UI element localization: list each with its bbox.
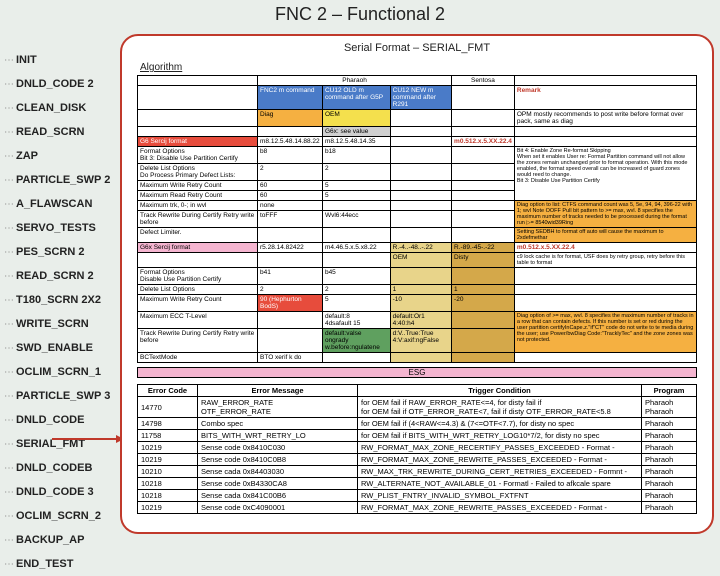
- dots-icon: ⋯: [2, 247, 16, 258]
- error-row: 10218Sense cada 0x841C00B6RW_PLIST_FNTRY…: [138, 490, 697, 502]
- error-row: 10219Sense code 0x8410C030RW_FORMAT_MAX_…: [138, 442, 697, 454]
- sidebar-label: INIT: [16, 54, 37, 66]
- algorithm-grid: PharaohSentosa FNC2 m commandCU12 OLD m …: [137, 75, 697, 363]
- sidebar-item[interactable]: ⋯DNLD_CODE 3: [2, 480, 118, 504]
- sidebar-item[interactable]: ⋯OCLIM_SCRN_1: [2, 360, 118, 384]
- sidebar-item[interactable]: ⋯T180_SCRN 2X2: [2, 288, 118, 312]
- sidebar-item[interactable]: ⋯SWD_ENABLE: [2, 336, 118, 360]
- detail-panel: Serial Format – SERIAL_FMT Algorithm Pha…: [120, 34, 714, 534]
- error-row: 10219Sense code 0xC4090001RW_FORMAT_MAX_…: [138, 502, 697, 514]
- esg-header: ESG: [137, 367, 697, 378]
- error-row: 14798Combo specfor OEM fail if (4<RAW<=4…: [138, 418, 697, 430]
- sidebar-item[interactable]: ⋯INIT: [2, 48, 118, 72]
- dots-icon: ⋯: [2, 223, 16, 234]
- dots-icon: ⋯: [2, 535, 16, 546]
- sidebar-item[interactable]: ⋯BACKUP_AP: [2, 528, 118, 552]
- sidebar-item[interactable]: ⋯READ_SCRN 2: [2, 264, 118, 288]
- error-row: 10219Sense code 0x8410C0B8RW_FORMAT_MAX_…: [138, 454, 697, 466]
- sidebar-item[interactable]: ⋯DNLD_CODE: [2, 408, 118, 432]
- error-row: 14770RAW_ERROR_RATE OTF_ERROR_RATEfor OE…: [138, 397, 697, 418]
- dots-icon: ⋯: [2, 151, 16, 162]
- dots-icon: ⋯: [2, 199, 16, 210]
- error-row: 10218Sense code 0xB4330CA8RW_ALTERNATE_N…: [138, 478, 697, 490]
- dots-icon: ⋯: [2, 511, 16, 522]
- dots-icon: ⋯: [2, 295, 16, 306]
- dots-icon: ⋯: [2, 55, 16, 66]
- sidebar-item[interactable]: ⋯PARTICLE_SWP 3: [2, 384, 118, 408]
- dots-icon: ⋯: [2, 319, 16, 330]
- sidebar-item[interactable]: ⋯A_FLAWSCAN: [2, 192, 118, 216]
- sidebar: ⋯INIT ⋯DNLD_CODE 2 ⋯CLEAN_DISK ⋯READ_SCR…: [2, 48, 118, 576]
- sidebar-item[interactable]: ⋯SERVO_TESTS: [2, 216, 118, 240]
- sidebar-item[interactable]: ⋯CLEAN_DISK: [2, 96, 118, 120]
- sidebar-item[interactable]: ⋯PES_SCRN 2: [2, 240, 118, 264]
- algorithm-label: Algorithm: [122, 58, 712, 75]
- dots-icon: ⋯: [2, 271, 16, 282]
- sidebar-item[interactable]: ⋯DNLD_CODEB: [2, 456, 118, 480]
- sidebar-item[interactable]: ⋯PARTICLE_SWP 2: [2, 168, 118, 192]
- dots-icon: ⋯: [2, 343, 16, 354]
- sidebar-item[interactable]: ⋯DNLD_CODE 2: [2, 72, 118, 96]
- error-table: Error Code Error Message Trigger Conditi…: [137, 384, 697, 514]
- dots-icon: ⋯: [2, 103, 16, 114]
- dots-icon: ⋯: [2, 127, 16, 138]
- dots-icon: ⋯: [2, 439, 16, 450]
- panel-title: Serial Format – SERIAL_FMT: [122, 36, 712, 58]
- dots-icon: ⋯: [2, 175, 16, 186]
- dots-icon: ⋯: [2, 367, 16, 378]
- sidebar-item[interactable]: ⋯END_TEST: [2, 552, 118, 576]
- dots-icon: ⋯: [2, 79, 16, 90]
- dots-icon: ⋯: [2, 415, 16, 426]
- error-row: 10210Sense cada 0x84403030RW_MAX_TRK_REW…: [138, 466, 697, 478]
- dots-icon: ⋯: [2, 487, 16, 498]
- arrow-icon: [52, 438, 118, 440]
- error-row: 11758BITS_WITH_WRT_RETRY_LOfor OEM fail …: [138, 430, 697, 442]
- sidebar-item-active[interactable]: ⋯SERIAL_FMT: [2, 432, 118, 456]
- dots-icon: ⋯: [2, 391, 16, 402]
- sidebar-item[interactable]: ⋯ZAP: [2, 144, 118, 168]
- dots-icon: ⋯: [2, 559, 16, 570]
- dots-icon: ⋯: [2, 463, 16, 474]
- sidebar-item[interactable]: ⋯WRITE_SCRN: [2, 312, 118, 336]
- page-title: FNC 2 – Functional 2: [0, 0, 720, 33]
- sidebar-item[interactable]: ⋯READ_SCRN: [2, 120, 118, 144]
- sidebar-item[interactable]: ⋯OCLIM_SCRN_2: [2, 504, 118, 528]
